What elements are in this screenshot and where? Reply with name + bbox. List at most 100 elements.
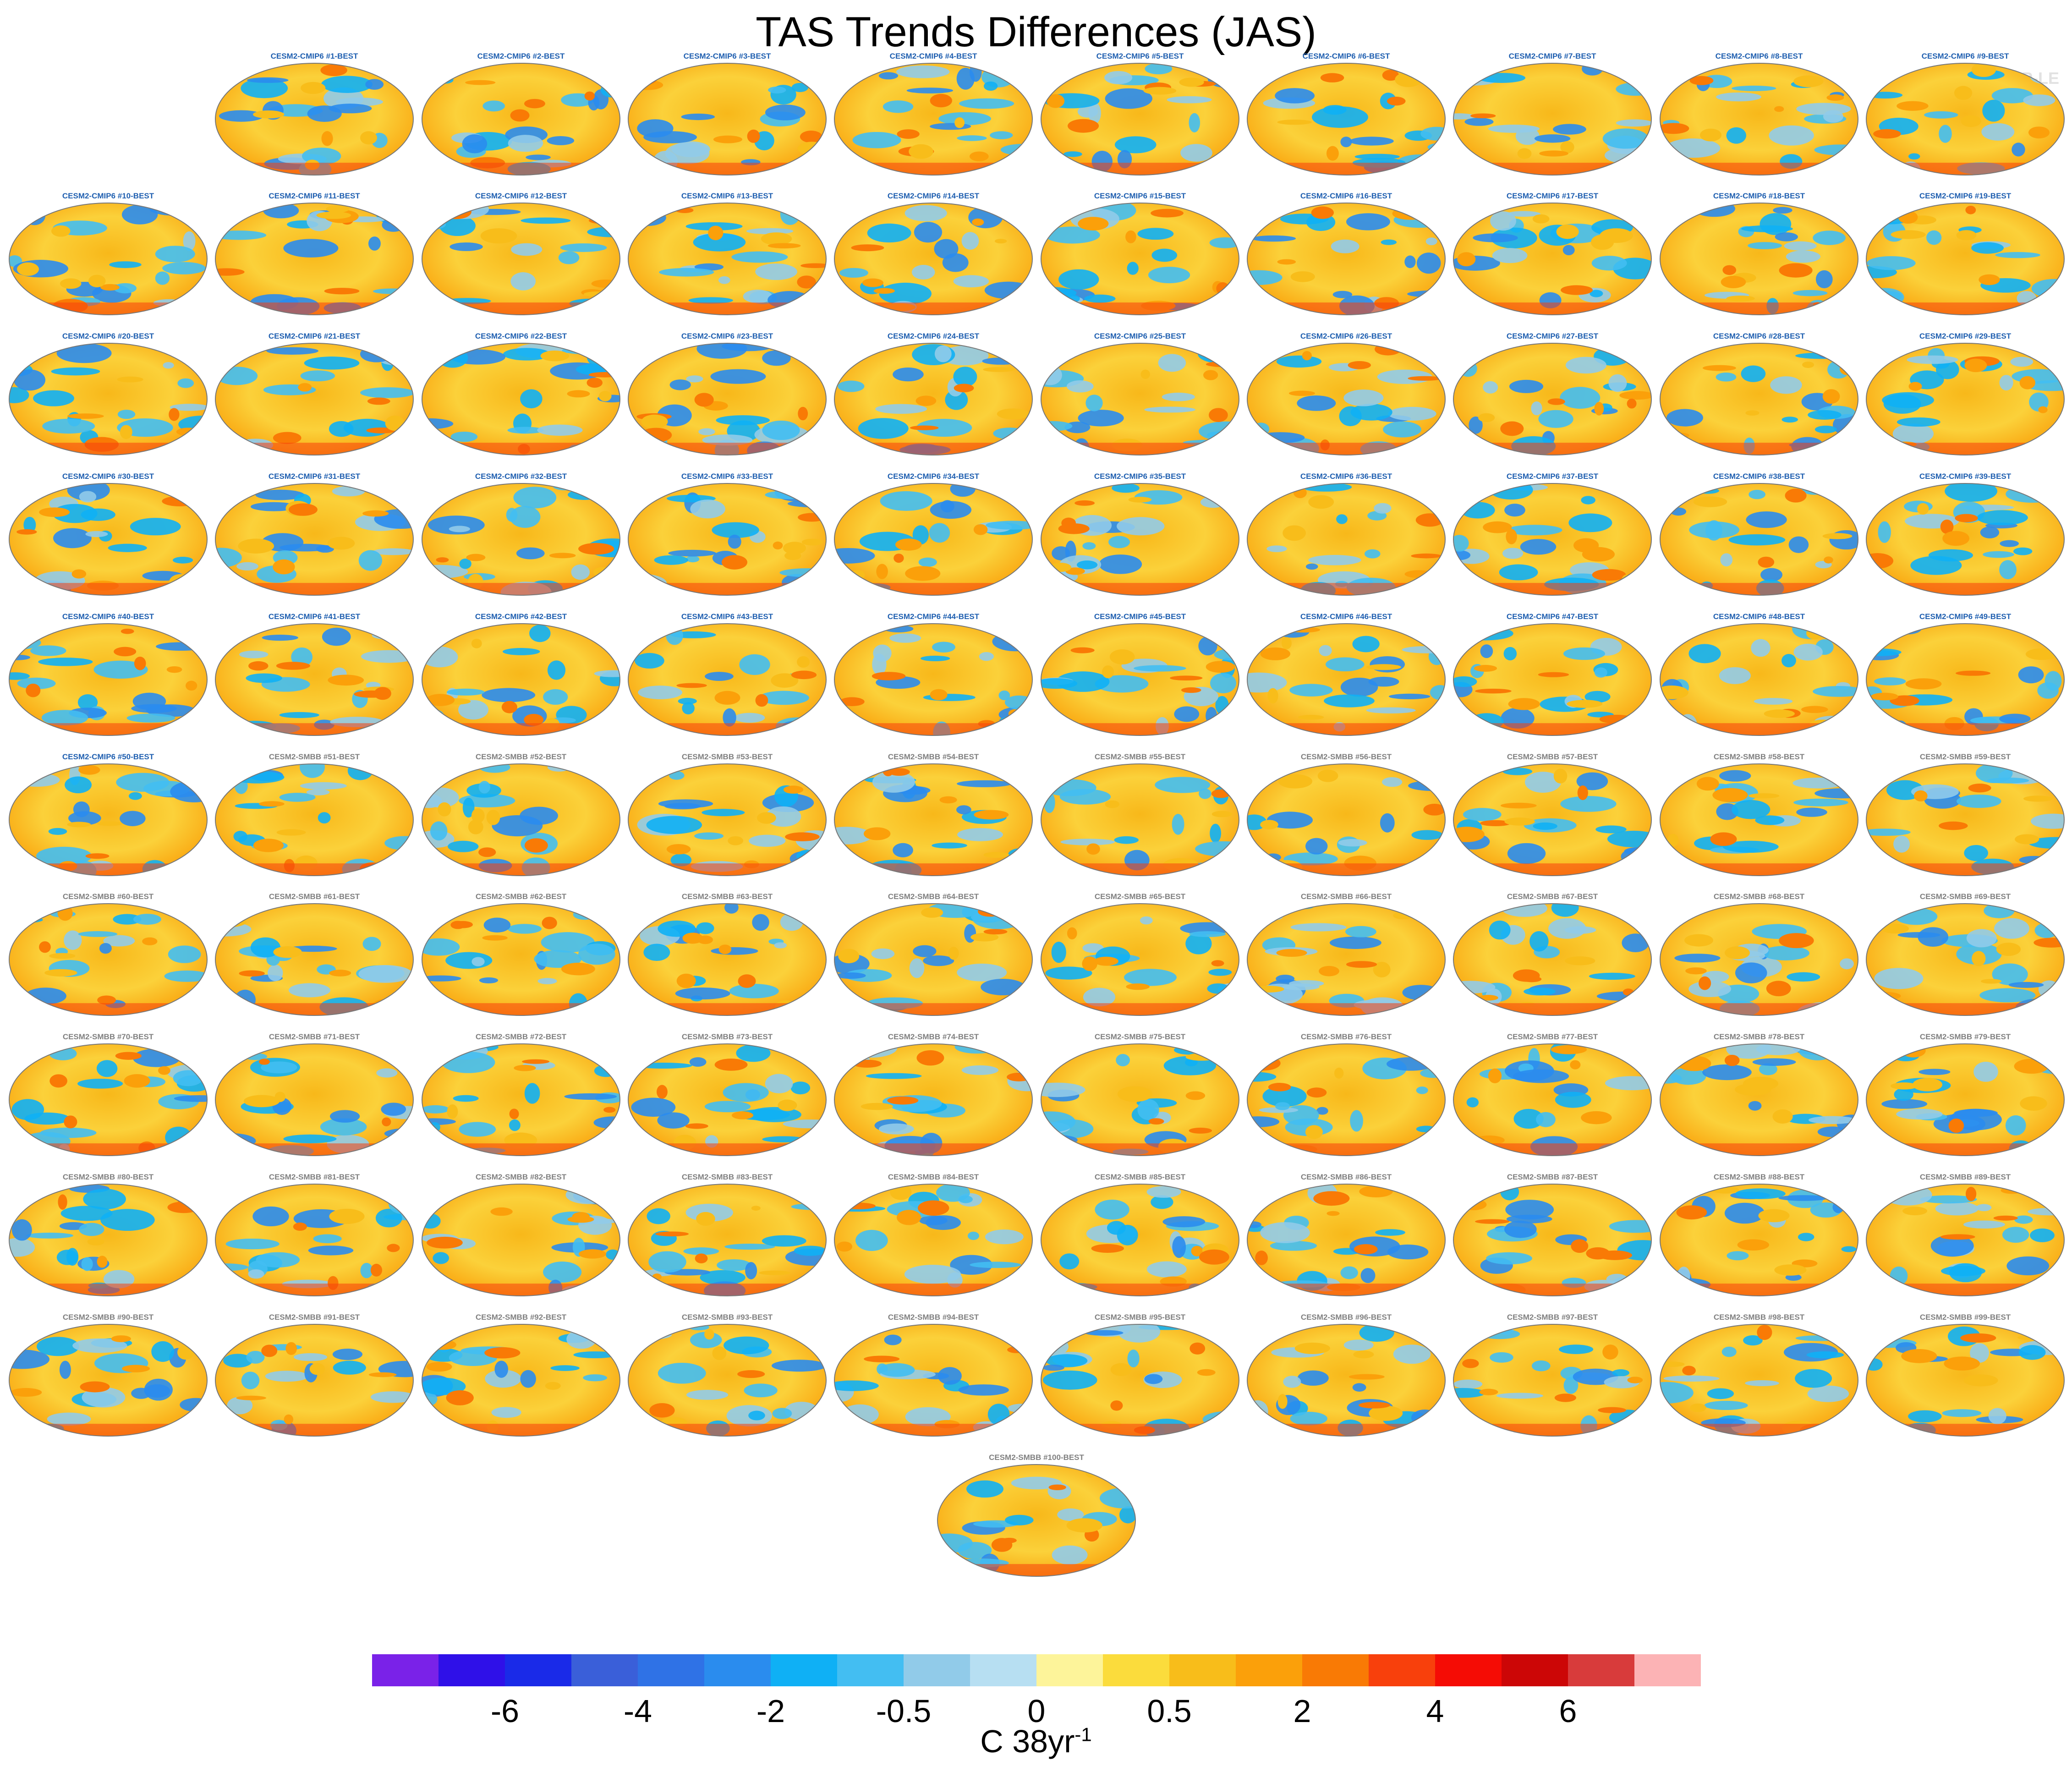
map-border xyxy=(1041,203,1239,315)
panel-title: CESM2-CMIP6 #45-BEST xyxy=(1094,612,1186,621)
panel-title: CESM2-SMBB #93-BEST xyxy=(682,1313,773,1322)
map-border xyxy=(628,763,827,876)
panel-title: CESM2-SMBB #97-BEST xyxy=(1507,1313,1598,1322)
panel-title: CESM2-SMBB #100-BEST xyxy=(989,1453,1084,1462)
panel-title: CESM2-CMIP6 #28-BEST xyxy=(1713,332,1805,340)
panel-title: CESM2-CMIP6 #32-BEST xyxy=(475,472,567,481)
panel-title: CESM2-SMBB #57-BEST xyxy=(1507,752,1598,761)
map-background xyxy=(628,1324,826,1436)
map-border xyxy=(1041,343,1239,455)
colorbar-swatch xyxy=(1236,1654,1302,1686)
map-panel: CESM2-SMBB #94-BEST xyxy=(834,1313,1033,1437)
map-background xyxy=(9,1184,207,1296)
panel-title: CESM2-SMBB #77-BEST xyxy=(1507,1032,1598,1041)
panel-title: CESM2-CMIP6 #44-BEST xyxy=(888,612,980,621)
map-background xyxy=(215,203,413,315)
panel-title: CESM2-SMBB #58-BEST xyxy=(1714,752,1805,761)
panel-title: CESM2-SMBB #56-BEST xyxy=(1301,752,1392,761)
colorbar-tick-label: -6 xyxy=(491,1693,519,1729)
colorbar-swatch xyxy=(1634,1654,1701,1686)
panel-title: CESM2-CMIP6 #26-BEST xyxy=(1300,332,1392,340)
map-panel: CESM2-SMBB #58-BEST xyxy=(1660,752,1858,876)
map-border xyxy=(1453,903,1652,1016)
map-border xyxy=(628,343,827,455)
colorbar-swatch xyxy=(372,1654,439,1686)
panel-title: CESM2-SMBB #59-BEST xyxy=(1920,752,2011,761)
panel-title: CESM2-CMIP6 #31-BEST xyxy=(269,472,361,481)
map-border xyxy=(9,343,208,455)
panel-title: CESM2-CMIP6 #19-BEST xyxy=(1919,192,2012,200)
map-background xyxy=(1247,1184,1445,1296)
map-border xyxy=(1247,763,1446,876)
panel-title: CESM2-SMBB #86-BEST xyxy=(1301,1173,1392,1181)
map-panel: CESM2-SMBB #55-BEST xyxy=(1041,752,1239,876)
map-background xyxy=(1866,624,2064,735)
map-panel: CESM2-SMBB #92-BEST xyxy=(422,1313,620,1437)
map-background xyxy=(1247,764,1445,876)
map-border xyxy=(1453,203,1652,315)
map-border xyxy=(834,1324,1033,1437)
map-border xyxy=(1660,623,1858,736)
map-panel: CESM2-CMIP6 #12-BEST xyxy=(422,192,620,315)
panel-title: CESM2-SMBB #89-BEST xyxy=(1920,1173,2011,1181)
map-border xyxy=(1041,1043,1239,1156)
map-panel: CESM2-CMIP6 #23-BEST xyxy=(628,332,827,455)
map-background xyxy=(628,483,826,595)
panel-title: CESM2-SMBB #78-BEST xyxy=(1714,1032,1805,1041)
panel-title: CESM2-CMIP6 #7-BEST xyxy=(1509,52,1596,60)
panel-title: CESM2-CMIP6 #35-BEST xyxy=(1094,472,1186,481)
trend-field xyxy=(1453,483,1651,595)
panel-title: CESM2-SMBB #51-BEST xyxy=(269,752,360,761)
map-background xyxy=(422,483,620,595)
map-border xyxy=(628,1043,827,1156)
panel-title: CESM2-SMBB #80-BEST xyxy=(63,1173,154,1181)
map-border xyxy=(1866,343,2065,455)
map-panel: CESM2-SMBB #52-BEST xyxy=(422,752,620,876)
map-border xyxy=(1453,623,1652,736)
panel-title: CESM2-SMBB #94-BEST xyxy=(888,1313,979,1322)
map-border xyxy=(215,763,414,876)
panel-title: CESM2-CMIP6 #22-BEST xyxy=(475,332,567,340)
map-border xyxy=(937,1464,1136,1577)
panel-title: CESM2-CMIP6 #47-BEST xyxy=(1507,612,1599,621)
panel-title: CESM2-CMIP6 #29-BEST xyxy=(1919,332,2012,340)
map-panel: CESM2-SMBB #93-BEST xyxy=(628,1313,827,1437)
map-border xyxy=(422,903,620,1016)
map-border xyxy=(628,1324,827,1437)
map-border xyxy=(215,623,414,736)
panel-title: CESM2-CMIP6 #18-BEST xyxy=(1713,192,1805,200)
colorbar-swatch xyxy=(1369,1654,1435,1686)
map-background xyxy=(1453,63,1651,175)
map-border xyxy=(834,903,1033,1016)
map-panel: CESM2-CMIP6 #17-BEST xyxy=(1453,192,1652,315)
panel-title: CESM2-CMIP6 #27-BEST xyxy=(1507,332,1599,340)
map-border xyxy=(1866,1043,2065,1156)
map-panel: CESM2-SMBB #59-BEST xyxy=(1866,752,2065,876)
panel-title: CESM2-CMIP6 #23-BEST xyxy=(681,332,773,340)
map-border xyxy=(422,483,620,596)
map-border xyxy=(1660,343,1858,455)
panel-title: CESM2-CMIP6 #8-BEST xyxy=(1716,52,1803,60)
map-border xyxy=(1247,343,1446,455)
trend-field xyxy=(1660,1186,1858,1296)
colorbar-swatch xyxy=(638,1654,704,1686)
map-border xyxy=(834,63,1033,176)
map-border xyxy=(9,1043,208,1156)
panel-title: CESM2-SMBB #73-BEST xyxy=(682,1032,773,1041)
map-border xyxy=(215,1324,414,1437)
map-border xyxy=(1247,63,1446,176)
panel-title: CESM2-CMIP6 #20-BEST xyxy=(62,332,154,340)
map-border xyxy=(628,203,827,315)
panel-title: CESM2-SMBB #64-BEST xyxy=(888,892,979,901)
map-border xyxy=(215,343,414,455)
colorbar-swatch xyxy=(1302,1654,1369,1686)
colorbar-tick-label: 0.5 xyxy=(1147,1693,1191,1729)
map-panel: CESM2-SMBB #98-BEST xyxy=(1660,1313,1858,1437)
map-border xyxy=(1247,203,1446,315)
panel-title: CESM2-SMBB #90-BEST xyxy=(63,1313,154,1322)
colorbar-units: C 38yr-1 xyxy=(0,1723,2072,1760)
map-border xyxy=(1247,1184,1446,1296)
colorbar-swatch xyxy=(1502,1654,1568,1686)
map-border xyxy=(1866,1324,2065,1437)
